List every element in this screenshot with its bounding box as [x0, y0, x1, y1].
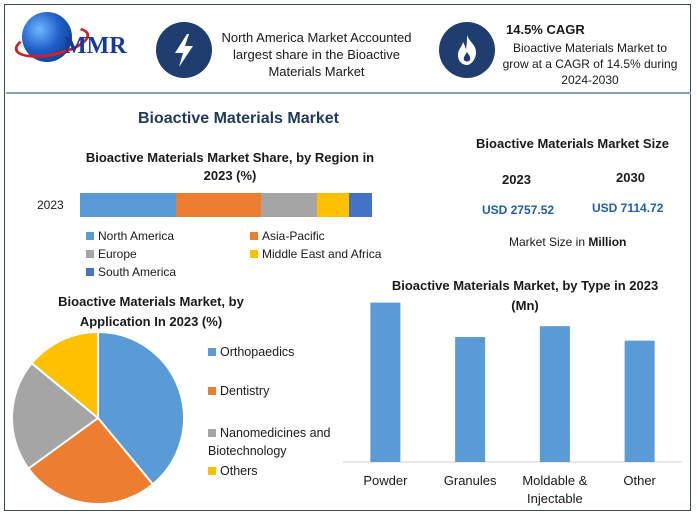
legend-swatch — [208, 429, 216, 437]
market-size-year-2023: 2023 — [502, 172, 531, 187]
market-size-unit-note: Market Size in Million — [509, 235, 627, 249]
bar-moldable-injectable — [539, 326, 570, 462]
market-size-value-2023: USD 2757.52 — [482, 203, 555, 217]
pie-slice-dentistry — [27, 416, 155, 505]
region-segment-north-america — [80, 193, 177, 217]
region-stacked-bar — [80, 193, 372, 217]
pie-slice-nanomedicines-and-biotechnology — [11, 361, 100, 470]
legend-swatch — [208, 348, 216, 356]
region-category-label: 2023 — [37, 198, 64, 212]
bar-granules — [455, 337, 486, 462]
application-chart-title: Bioactive Materials Market, by Applicati… — [58, 294, 244, 329]
legend-swatch — [86, 268, 94, 276]
legend-swatch — [250, 232, 258, 240]
logo-text: MMR — [64, 33, 127, 59]
north-america-stat-text: North America Market Accounted largest s… — [221, 30, 412, 79]
bar-other — [624, 340, 655, 462]
main-title: Bioactive Materials Market — [138, 110, 339, 127]
pie-slice-orthopaedics — [97, 330, 185, 486]
market-size-title: Bioactive Materials Market Size — [476, 136, 669, 151]
legend-others: Others — [208, 464, 258, 478]
legend-south-america: South America — [86, 265, 176, 279]
region-segment-europe — [261, 193, 317, 217]
legend-north-america: North America — [86, 229, 174, 243]
header-divider — [6, 92, 691, 94]
x-tick-label: Granules — [444, 473, 497, 488]
type-bar-chart: Powder Granules Moldable & Injectable Other — [343, 302, 682, 506]
market-size-year-2030: 2030 — [616, 170, 645, 185]
legend-dentistry: Dentistry — [208, 384, 269, 398]
legend-europe: Europe — [86, 247, 137, 261]
legend-nanomedicines: Nanomedicines and Biotechnology — [208, 426, 331, 458]
legend-swatch — [86, 250, 94, 258]
x-tick-label: Moldable & Injectable — [522, 473, 587, 506]
cagr-title: 14.5% CAGR — [506, 22, 585, 37]
legend-swatch — [86, 232, 94, 240]
bar-powder — [370, 302, 401, 462]
x-tick-label: Other — [623, 473, 656, 488]
legend-middle-east-africa: Middle East and Africa — [250, 247, 381, 261]
region-segment-middle-east-africa — [316, 193, 349, 217]
lightning-icon — [156, 22, 212, 78]
region-segment-asia-pacific — [176, 193, 262, 217]
legend-swatch — [208, 387, 216, 395]
x-tick-label: Powder — [363, 473, 408, 488]
type-chart-title: Bioactive Materials Market, by Type in 2… — [391, 278, 659, 313]
legend-asia-pacific: Asia-Pacific — [250, 229, 325, 243]
pie-slice-others — [30, 330, 99, 421]
region-chart-title: Bioactive Materials Market Share, by Reg… — [85, 150, 375, 183]
legend-orthopaedics: Orthopaedics — [208, 345, 294, 359]
legend-swatch — [208, 467, 216, 475]
flame-icon — [439, 22, 495, 78]
region-segment-south-america — [348, 193, 372, 217]
application-pie-chart — [11, 330, 185, 505]
cagr-text: Bioactive Materials Market to grow at a … — [502, 41, 678, 87]
legend-swatch — [250, 250, 258, 258]
infographic-frame — [4, 4, 691, 511]
market-size-value-2030: USD 7114.72 — [592, 201, 664, 215]
logo-globe-icon — [22, 12, 72, 62]
